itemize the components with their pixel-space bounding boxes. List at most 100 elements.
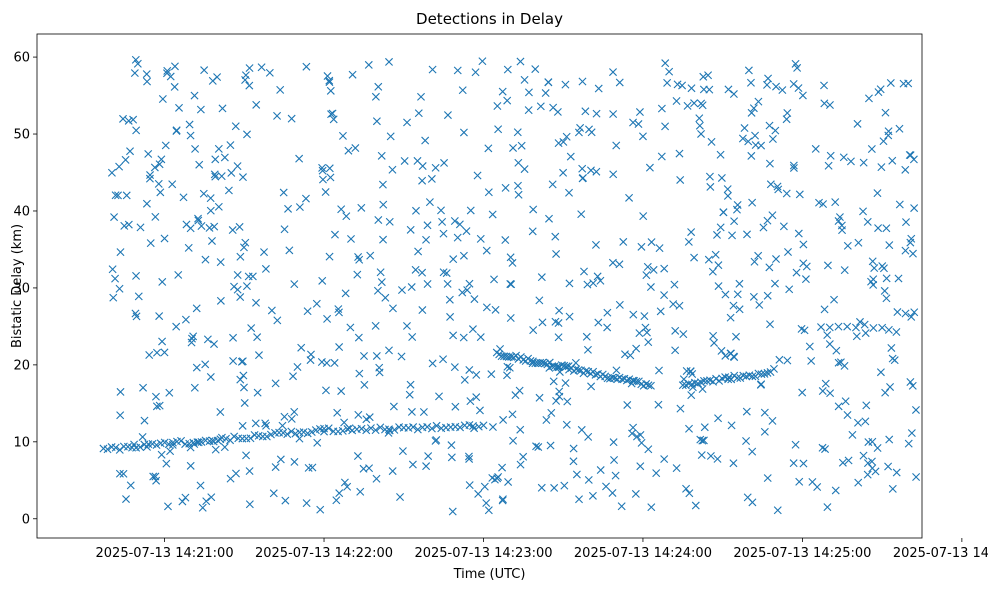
data-point xyxy=(348,426,357,435)
data-point xyxy=(431,436,440,445)
data-point xyxy=(357,203,366,212)
data-point xyxy=(608,258,617,267)
data-point xyxy=(853,119,862,128)
data-point xyxy=(279,188,288,197)
data-point xyxy=(281,496,290,505)
data-point xyxy=(811,144,820,153)
data-point xyxy=(733,374,742,383)
data-point xyxy=(602,482,611,491)
data-point xyxy=(643,262,652,271)
data-point xyxy=(867,457,876,466)
data-point xyxy=(407,407,416,416)
data-point xyxy=(161,141,170,150)
data-point xyxy=(508,258,517,267)
data-point xyxy=(552,249,561,258)
data-point xyxy=(498,495,507,504)
data-point xyxy=(287,427,296,436)
y-tick-label: 30 xyxy=(13,281,30,296)
data-point xyxy=(789,459,798,468)
data-point xyxy=(189,332,198,341)
data-point xyxy=(220,443,229,452)
data-point xyxy=(335,343,344,352)
data-point xyxy=(470,295,479,304)
data-point xyxy=(661,122,670,131)
data-point xyxy=(532,442,541,451)
data-point xyxy=(439,268,448,277)
data-point xyxy=(218,104,227,113)
data-point xyxy=(211,445,220,454)
data-point xyxy=(768,416,777,425)
data-point xyxy=(768,134,777,143)
data-point xyxy=(906,378,915,387)
data-point xyxy=(312,299,321,308)
data-point xyxy=(548,362,557,371)
data-point xyxy=(122,191,131,200)
data-point xyxy=(418,162,427,171)
data-point xyxy=(646,283,655,292)
data-point xyxy=(199,189,208,198)
data-point xyxy=(478,57,487,66)
data-point xyxy=(557,361,566,370)
data-point xyxy=(708,267,717,276)
data-point xyxy=(520,75,529,84)
data-point xyxy=(756,380,765,389)
data-point xyxy=(211,172,220,181)
data-point xyxy=(435,392,444,401)
data-point xyxy=(879,137,888,146)
data-point xyxy=(136,443,145,452)
data-point xyxy=(783,356,792,365)
data-point xyxy=(859,451,868,460)
data-point xyxy=(820,305,829,314)
data-point xyxy=(471,68,480,77)
data-point xyxy=(793,63,802,72)
data-point xyxy=(371,426,380,435)
data-point xyxy=(474,422,483,431)
y-tick-label: 50 xyxy=(13,128,30,143)
data-point xyxy=(888,156,897,165)
data-point xyxy=(832,346,841,355)
data-point xyxy=(660,455,669,464)
data-point xyxy=(115,284,124,293)
data-point xyxy=(398,447,407,456)
data-point xyxy=(378,180,387,189)
data-point xyxy=(366,424,375,433)
data-point xyxy=(229,357,238,365)
data-point xyxy=(901,246,910,255)
data-point xyxy=(594,318,603,327)
data-point xyxy=(886,78,895,87)
data-point xyxy=(145,174,154,183)
data-point xyxy=(111,443,120,452)
data-point xyxy=(905,150,914,159)
data-point xyxy=(642,328,651,337)
data-point xyxy=(493,474,502,483)
data-point xyxy=(584,432,593,441)
data-point xyxy=(798,388,807,397)
data-point xyxy=(675,149,684,158)
data-point xyxy=(647,238,656,247)
data-point xyxy=(476,333,485,342)
data-point xyxy=(506,280,515,288)
data-point xyxy=(233,162,242,171)
data-point xyxy=(685,424,693,433)
data-point xyxy=(519,452,528,461)
data-point xyxy=(517,141,526,150)
data-point xyxy=(885,241,894,250)
data-point xyxy=(791,440,800,449)
data-point xyxy=(634,120,643,129)
data-point xyxy=(376,268,385,277)
data-point xyxy=(295,434,304,443)
data-point xyxy=(455,220,464,229)
x-tick-label: 2025-07-13 14:24:00 xyxy=(574,546,712,561)
data-point xyxy=(241,238,250,247)
data-point xyxy=(663,78,672,87)
data-point xyxy=(676,404,685,413)
data-point xyxy=(766,180,775,189)
data-point xyxy=(318,276,327,285)
data-point xyxy=(721,351,730,360)
data-point xyxy=(588,491,597,500)
data-point xyxy=(229,333,238,342)
data-point xyxy=(132,312,141,321)
data-point xyxy=(687,228,696,237)
data-point xyxy=(162,459,171,468)
data-point xyxy=(798,91,807,100)
